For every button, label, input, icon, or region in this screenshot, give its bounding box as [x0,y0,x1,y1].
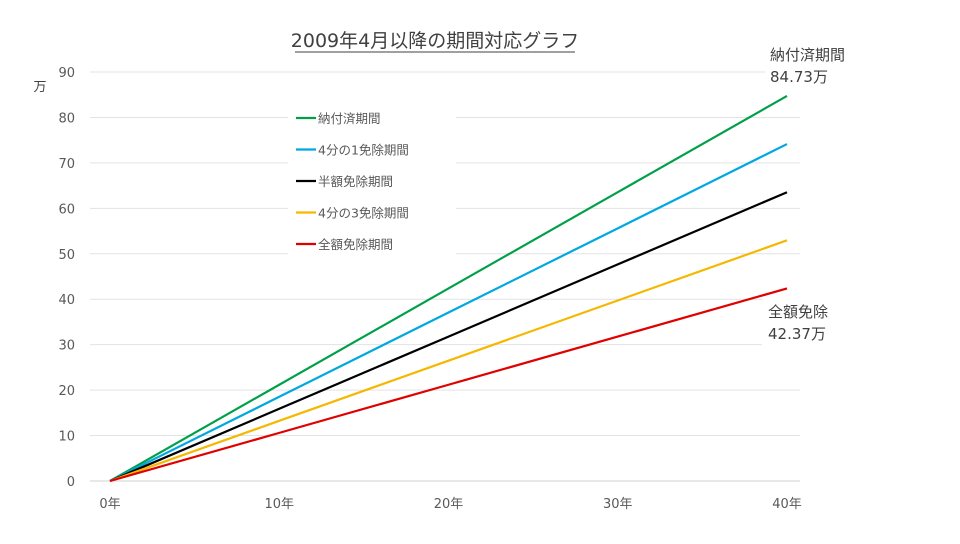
y-tick-label: 0 [67,475,75,490]
annotation-top-line2: 84.73万 [770,68,828,86]
chart-title: 2009年4月以降の期間対応グラフ [291,30,579,52]
x-tick-label: 30年 [603,497,633,512]
legend-label: 半額免除期間 [318,174,393,189]
series-line [109,287,788,483]
y-tick-label: 50 [58,248,75,263]
y-tick-label: 40 [58,293,75,308]
x-tick-label: 40年 [772,497,802,512]
annotation-top: 納付済期間 84.73万 [765,42,865,90]
annotation-top-line1: 納付済期間 [770,46,845,64]
y-tick-label: 60 [58,202,75,217]
y-tick-label: 20 [58,384,75,399]
legend-label: 納付済期間 [318,111,381,126]
annotation-bottom: 全額免除 42.37万 [762,298,842,346]
y-tick-label: 10 [58,430,75,445]
y-tick-label: 80 [58,111,75,126]
x-tick-label: 0年 [99,497,120,512]
series-line [109,94,788,482]
y-tick-label: 70 [58,157,75,172]
x-tick-label: 10年 [264,497,294,512]
series-line [109,143,788,482]
series-line [109,239,788,483]
series-line [109,191,788,483]
legend-label: 4分の3免除期間 [318,206,409,221]
annotation-bottom-line2: 42.37万 [768,325,826,343]
y-axis-unit: 万 [33,80,46,95]
y-tick-label: 30 [58,339,75,354]
y-tick-label: 90 [58,66,75,81]
legend-label: 4分の1免除期間 [318,143,409,158]
annotation-bottom-line1: 全額免除 [768,303,828,321]
legend-label: 全額免除期間 [318,237,393,252]
x-tick-label: 20年 [434,497,464,512]
